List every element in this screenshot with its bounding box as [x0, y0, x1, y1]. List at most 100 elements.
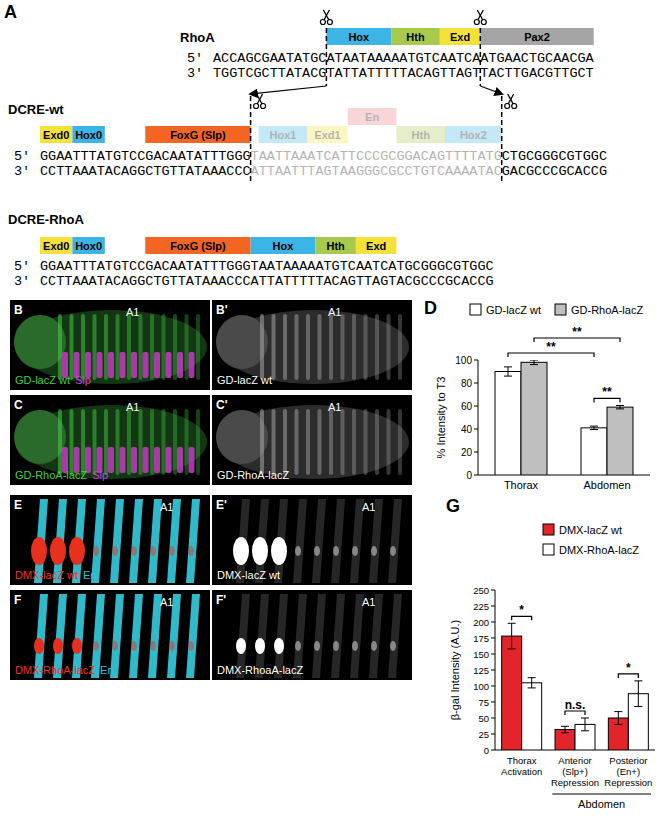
significance-label: * — [519, 603, 524, 617]
channel-label: Slp — [75, 374, 91, 386]
micrograph — [212, 300, 412, 390]
category-line: Anterior — [558, 755, 591, 766]
error-stem — [508, 367, 509, 376]
scissors-ring — [512, 104, 517, 109]
micrograph — [10, 590, 210, 680]
bar — [502, 636, 522, 750]
legend-swatch — [543, 524, 554, 535]
lacz-blob — [31, 537, 47, 565]
significance-label: n.s. — [565, 698, 586, 712]
lacz-blob — [390, 641, 396, 651]
channel-label: DMX-RhoA-lacZ — [15, 664, 95, 676]
lacz-blob — [72, 638, 82, 654]
site-label: Hox — [273, 240, 295, 252]
channel-label: GD-RhoA-lacZ — [15, 469, 87, 481]
scissors-blade — [257, 94, 263, 104]
site-box-fill — [251, 237, 316, 254]
cut-line — [480, 28, 482, 86]
lacz-stripe — [104, 409, 108, 475]
lacz-stripe — [329, 409, 333, 475]
site-label: En — [365, 111, 379, 123]
lacz-stripe — [387, 314, 391, 380]
scissors-icon — [505, 94, 517, 109]
y-tick — [491, 734, 495, 735]
category-label: Thorax — [504, 479, 539, 491]
en-stripe — [129, 499, 143, 583]
lacz-stripe — [398, 409, 402, 475]
category-label: Anterior(Slp+)Repression — [551, 755, 599, 788]
slp-stripe — [166, 352, 172, 378]
site-label: Hox0 — [75, 129, 102, 141]
category-line: Thorax — [504, 479, 539, 491]
y-tick-label: 40 — [461, 424, 473, 435]
channel-label: GD-lacZ wt — [217, 374, 272, 386]
site-box: Hox — [326, 28, 391, 45]
lacz-stripe — [398, 314, 402, 380]
site-box: FoxG (Slp) — [145, 126, 250, 143]
scissors-ring — [254, 104, 259, 109]
en-stripe — [312, 499, 326, 583]
lacz-stripe — [283, 314, 287, 380]
segment-landmark: A1 — [328, 401, 341, 413]
error-bar — [561, 726, 569, 732]
panel-letter: E — [14, 498, 22, 512]
lacz-blob — [314, 546, 320, 556]
lacz-stripe — [260, 314, 264, 380]
site-box-fill — [145, 126, 250, 143]
plot-area — [502, 623, 649, 750]
slp-stripe — [120, 352, 126, 378]
insert-arrow — [480, 86, 501, 94]
lacz-blob — [255, 638, 265, 654]
channel-label: DMX-RhoaA-lacZ — [217, 664, 303, 676]
lacz-stripe — [70, 409, 74, 475]
panel-letter: B' — [216, 303, 228, 317]
slp-stripe — [177, 447, 183, 473]
error-cap — [508, 623, 516, 624]
micrograph — [10, 300, 210, 390]
en-stripe — [312, 594, 326, 678]
lacz-blob — [295, 546, 301, 556]
lacz-blob — [271, 537, 287, 565]
scissors-ring — [481, 20, 486, 25]
slp-stripe — [143, 447, 149, 473]
slp-stripe — [131, 447, 137, 473]
scissors-ring — [474, 20, 479, 25]
lacz-stripe — [375, 409, 379, 475]
segment-landmark: A1 — [362, 596, 375, 608]
lacz-blob — [93, 641, 99, 651]
error-cap — [561, 726, 569, 727]
error-cap — [530, 364, 538, 365]
site-box-fill — [72, 126, 104, 143]
y-tick — [491, 638, 495, 639]
lacz-blob — [295, 641, 301, 651]
site-box-fill — [391, 28, 440, 45]
bar — [581, 428, 607, 475]
site-box: Hox0 — [72, 126, 104, 143]
lacz-stripe — [116, 409, 120, 475]
channel-label: GD-lacZ wt — [15, 374, 70, 386]
site-box: Hox — [251, 237, 316, 254]
error-cap — [614, 711, 622, 712]
y-tick — [491, 670, 495, 671]
site-box-fill — [480, 28, 593, 45]
lacz-stripe — [81, 314, 85, 380]
lacz-stripe — [58, 314, 62, 380]
scissors-icon — [320, 10, 332, 25]
site-label: FoxG (Slp) — [170, 129, 226, 141]
site-label: Hox0 — [75, 240, 102, 252]
site-box: Exd — [356, 237, 397, 254]
lacz-stripe — [150, 409, 154, 475]
site-box: Exd1 — [307, 126, 348, 143]
lacz-stripe — [162, 409, 166, 475]
strand-end: 5' — [187, 51, 203, 66]
error-cap — [530, 360, 538, 361]
panel-letter: G — [446, 496, 460, 516]
site-box-fill — [440, 28, 481, 45]
image-background — [212, 590, 412, 680]
category-label: Posterior(En+)Repression — [604, 755, 652, 788]
legend-label: GD-lacZ wt — [486, 304, 541, 316]
panel-letter: B — [14, 303, 23, 317]
error-cap — [528, 687, 536, 688]
legend-label: DMX-lacZ wt — [559, 524, 622, 536]
category-line: Activation — [501, 766, 542, 777]
